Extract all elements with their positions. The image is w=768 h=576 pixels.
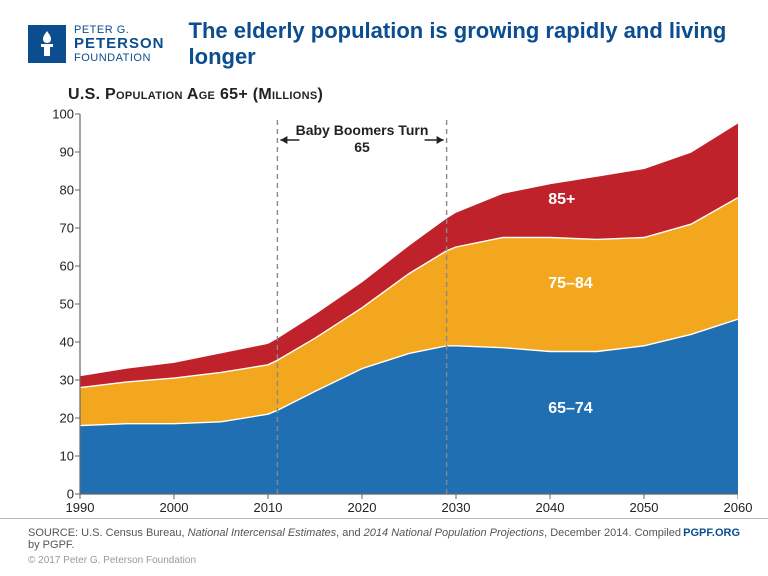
logo-line3: FOUNDATION (74, 52, 165, 64)
y-tick: 20 (44, 411, 74, 426)
series-label-75–84: 75–84 (548, 275, 593, 293)
area-chart: 0102030405060708090100199020002010202020… (38, 110, 738, 518)
chart-svg (38, 110, 738, 518)
logo-line1: PETER G. (74, 24, 165, 36)
x-tick: 2050 (630, 500, 659, 515)
site-link: PGPF.ORG (683, 527, 740, 539)
y-tick: 80 (44, 183, 74, 198)
x-tick: 2060 (724, 500, 753, 515)
x-tick: 2000 (160, 500, 189, 515)
y-tick: 60 (44, 259, 74, 274)
annotation-baby-boomers: Baby Boomers Turn65 (287, 122, 437, 156)
footer: SOURCE: U.S. Census Bureau, National Int… (0, 518, 768, 576)
chart-subtitle: U.S. Population Age 65+ (Millions) (0, 78, 768, 110)
x-tick: 1990 (66, 500, 95, 515)
x-tick: 2020 (348, 500, 377, 515)
x-tick: 2010 (254, 500, 283, 515)
y-tick: 10 (44, 449, 74, 464)
x-tick: 2040 (536, 500, 565, 515)
series-label-85+: 85+ (548, 191, 575, 209)
torch-icon (28, 25, 66, 63)
copyright: © 2017 Peter G. Peterson Foundation (28, 555, 683, 566)
page-title: The elderly population is growing rapidl… (181, 18, 740, 70)
y-tick: 70 (44, 221, 74, 236)
source-text: SOURCE: U.S. Census Bureau, National Int… (28, 527, 683, 566)
header: PETER G. PETERSON FOUNDATION The elderly… (0, 0, 768, 78)
y-tick: 100 (44, 107, 74, 122)
y-tick: 90 (44, 145, 74, 160)
y-tick: 40 (44, 335, 74, 350)
logo: PETER G. PETERSON FOUNDATION (28, 24, 165, 65)
logo-line2: PETERSON (74, 36, 165, 53)
y-tick: 50 (44, 297, 74, 312)
y-tick: 30 (44, 373, 74, 388)
logo-text: PETER G. PETERSON FOUNDATION (74, 24, 165, 65)
x-tick: 2030 (442, 500, 471, 515)
series-label-65–74: 65–74 (548, 400, 593, 418)
